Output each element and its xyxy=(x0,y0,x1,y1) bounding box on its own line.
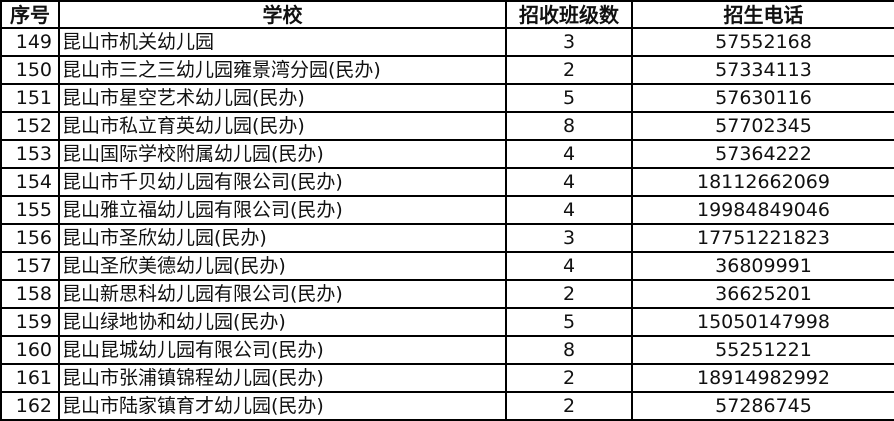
class-count: 2 xyxy=(505,391,633,421)
school-name: 昆山圣欣美德幼儿园(民办) xyxy=(58,251,507,281)
table-row: 157 昆山圣欣美德幼儿园(民办) 4 36809991 xyxy=(0,251,894,281)
row-number: 156 xyxy=(0,223,60,253)
class-count: 5 xyxy=(505,83,633,113)
header-phone: 招生电话 xyxy=(631,0,894,29)
row-number: 155 xyxy=(0,195,60,225)
class-count: 5 xyxy=(505,307,633,337)
phone-number: 36625201 xyxy=(631,279,894,309)
phone-number: 57630116 xyxy=(631,83,894,113)
table-row: 156 昆山市圣欣幼儿园(民办) 3 17751221823 xyxy=(0,223,894,253)
school-name: 昆山市陆家镇育才幼儿园(民办) xyxy=(58,391,507,421)
phone-number: 57364222 xyxy=(631,139,894,169)
phone-number: 57552168 xyxy=(631,27,894,57)
table-row: 162 昆山市陆家镇育才幼儿园(民办) 2 57286745 xyxy=(0,391,894,421)
row-number: 150 xyxy=(0,55,60,85)
table-row: 153 昆山国际学校附属幼儿园(民办) 4 57364222 xyxy=(0,139,894,169)
table-row: 149 昆山市机关幼儿园 3 57552168 xyxy=(0,27,894,57)
phone-number: 19984849046 xyxy=(631,195,894,225)
row-number: 154 xyxy=(0,167,60,197)
row-number: 149 xyxy=(0,27,60,57)
school-name: 昆山国际学校附属幼儿园(民办) xyxy=(58,139,507,169)
class-count: 4 xyxy=(505,139,633,169)
table-row: 160 昆山昆城幼儿园有限公司(民办) 8 55251221 xyxy=(0,335,894,365)
header-classes: 招收班级数 xyxy=(505,0,633,29)
row-number: 162 xyxy=(0,391,60,421)
table-row: 161 昆山市张浦镇锦程幼儿园(民办) 2 18914982992 xyxy=(0,363,894,393)
phone-number: 57334113 xyxy=(631,55,894,85)
row-number: 152 xyxy=(0,111,60,141)
phone-number: 17751221823 xyxy=(631,223,894,253)
phone-number: 55251221 xyxy=(631,335,894,365)
school-name: 昆山市圣欣幼儿园(民办) xyxy=(58,223,507,253)
class-count: 4 xyxy=(505,167,633,197)
phone-number: 57702345 xyxy=(631,111,894,141)
class-count: 3 xyxy=(505,223,633,253)
school-name: 昆山绿地协和幼儿园(民办) xyxy=(58,307,507,337)
class-count: 3 xyxy=(505,27,633,57)
phone-number: 36809991 xyxy=(631,251,894,281)
table-row: 150 昆山市三之三幼儿园雍景湾分园(民办) 2 57334113 xyxy=(0,55,894,85)
table-row: 151 昆山市星空艺术幼儿园(民办) 5 57630116 xyxy=(0,83,894,113)
phone-number: 15050147998 xyxy=(631,307,894,337)
row-number: 160 xyxy=(0,335,60,365)
school-name: 昆山市星空艺术幼儿园(民办) xyxy=(58,83,507,113)
row-number: 153 xyxy=(0,139,60,169)
row-number: 157 xyxy=(0,251,60,281)
phone-number: 18914982992 xyxy=(631,363,894,393)
class-count: 4 xyxy=(505,251,633,281)
school-name: 昆山市私立育英幼儿园(民办) xyxy=(58,111,507,141)
table-row: 152 昆山市私立育英幼儿园(民办) 8 57702345 xyxy=(0,111,894,141)
table-row: 154 昆山市千贝幼儿园有限公司(民办) 4 18112662069 xyxy=(0,167,894,197)
school-name: 昆山市千贝幼儿园有限公司(民办) xyxy=(58,167,507,197)
table-row: 155 昆山雅立福幼儿园有限公司(民办) 4 19984849046 xyxy=(0,195,894,225)
row-number: 158 xyxy=(0,279,60,309)
school-name: 昆山昆城幼儿园有限公司(民办) xyxy=(58,335,507,365)
row-number: 159 xyxy=(0,307,60,337)
class-count: 4 xyxy=(505,195,633,225)
school-name: 昆山市张浦镇锦程幼儿园(民办) xyxy=(58,363,507,393)
class-count: 2 xyxy=(505,55,633,85)
header-number: 序号 xyxy=(0,0,60,29)
school-name: 昆山市机关幼儿园 xyxy=(58,27,507,57)
school-name: 昆山雅立福幼儿园有限公司(民办) xyxy=(58,195,507,225)
phone-number: 18112662069 xyxy=(631,167,894,197)
table-row: 158 昆山新思科幼儿园有限公司(民办) 2 36625201 xyxy=(0,279,894,309)
class-count: 8 xyxy=(505,111,633,141)
header-row: 序号 学校 招收班级数 招生电话 xyxy=(0,0,894,29)
header-school: 学校 xyxy=(58,0,507,29)
table-row: 159 昆山绿地协和幼儿园(民办) 5 15050147998 xyxy=(0,307,894,337)
phone-number: 57286745 xyxy=(631,391,894,421)
class-count: 2 xyxy=(505,363,633,393)
row-number: 151 xyxy=(0,83,60,113)
school-name: 昆山新思科幼儿园有限公司(民办) xyxy=(58,279,507,309)
school-name: 昆山市三之三幼儿园雍景湾分园(民办) xyxy=(58,55,507,85)
row-number: 161 xyxy=(0,363,60,393)
class-count: 8 xyxy=(505,335,633,365)
class-count: 2 xyxy=(505,279,633,309)
